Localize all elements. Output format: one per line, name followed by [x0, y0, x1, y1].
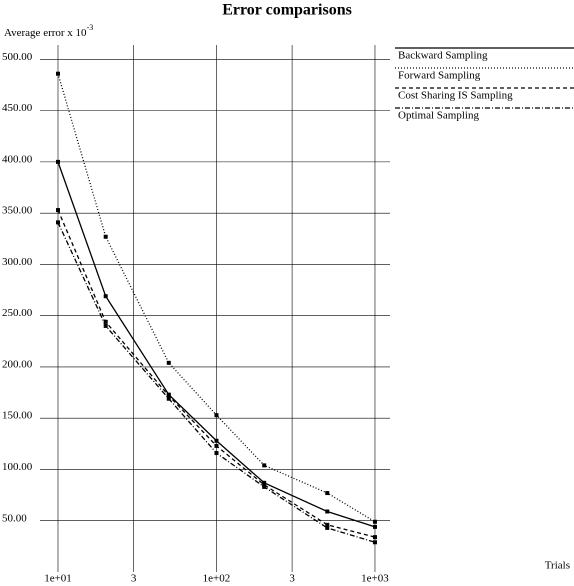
y-tick-label: 400.00	[2, 153, 33, 165]
data-point	[262, 463, 267, 468]
data-point	[325, 522, 330, 527]
data-point	[103, 234, 108, 239]
data-point	[55, 220, 60, 225]
x-axis-label: Trials	[545, 560, 570, 572]
data-point	[262, 482, 267, 487]
data-point	[262, 484, 267, 489]
legend-label: Cost Sharing IS Sampling	[398, 90, 513, 102]
y-tick-label: 450.00	[2, 102, 33, 114]
data-point	[372, 540, 377, 545]
y-tick-label: 500.00	[2, 51, 33, 63]
y-tick-label: 100.00	[2, 461, 33, 473]
legend-label: Optimal Sampling	[398, 110, 479, 122]
data-point	[214, 438, 219, 443]
data-point	[55, 159, 60, 164]
chart-title: Error comparisons	[222, 2, 352, 19]
data-point	[166, 393, 171, 398]
data-point	[372, 519, 377, 524]
x-tick-label: 1e+01	[44, 573, 72, 585]
x-tick-label: 3	[289, 573, 295, 585]
y-axis-label-exp: -3	[87, 23, 94, 32]
x-tick-label: 3	[131, 573, 137, 585]
legend-label: Forward Sampling	[398, 70, 481, 82]
data-point	[214, 451, 219, 456]
data-point	[55, 208, 60, 213]
y-tick-label: 250.00	[2, 307, 33, 319]
y-tick-label: 350.00	[2, 205, 33, 217]
data-point	[166, 396, 171, 401]
data-point	[103, 294, 108, 299]
y-tick-label: 300.00	[2, 256, 33, 268]
data-point	[262, 480, 267, 485]
data-point	[325, 491, 330, 496]
y-axis-label-base: Average error x 10	[4, 27, 87, 39]
y-tick-label: 50.00	[2, 512, 27, 524]
data-point	[372, 524, 377, 529]
data-point	[325, 525, 330, 530]
y-tick-label: 200.00	[2, 358, 33, 370]
data-point	[166, 360, 171, 365]
data-point	[103, 319, 108, 324]
data-point	[325, 509, 330, 514]
x-tick-label: 1e+02	[203, 573, 231, 585]
data-point	[214, 443, 219, 448]
data-point	[55, 71, 60, 76]
x-tick-label: 1e+03	[361, 573, 389, 585]
legend-label: Backward Sampling	[398, 50, 488, 62]
data-point	[214, 413, 219, 418]
data-point	[372, 535, 377, 540]
y-tick-label: 150.00	[2, 410, 33, 422]
y-axis-label: Average error x 10-3	[4, 23, 93, 39]
data-point	[103, 323, 108, 328]
